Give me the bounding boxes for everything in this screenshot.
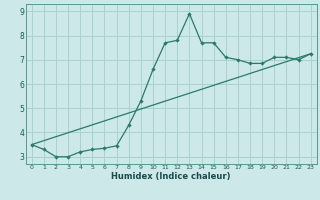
X-axis label: Humidex (Indice chaleur): Humidex (Indice chaleur) [111, 172, 231, 181]
